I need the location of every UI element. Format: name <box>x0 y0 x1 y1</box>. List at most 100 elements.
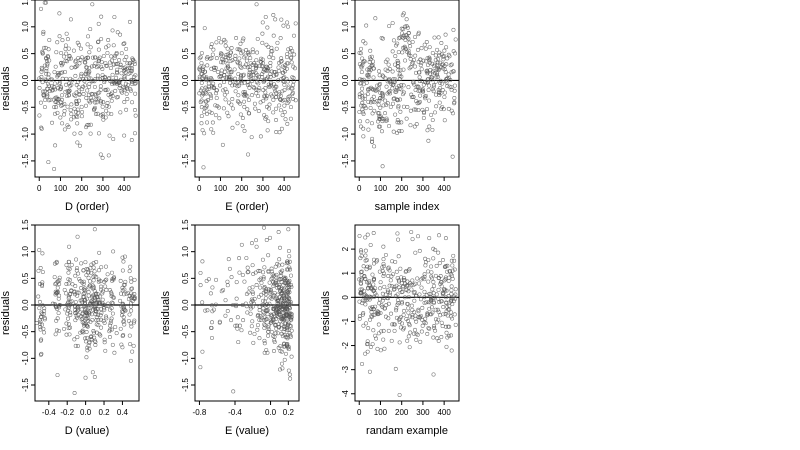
data-point <box>378 96 383 101</box>
data-point <box>110 311 115 316</box>
data-point <box>444 344 449 349</box>
data-point <box>96 57 101 62</box>
data-point <box>396 50 401 55</box>
data-point <box>241 318 246 323</box>
data-point <box>371 231 376 235</box>
data-point <box>41 29 46 34</box>
data-point <box>423 321 428 326</box>
residual-panel: 0 100 200 300 400-1.5-1.0-0.50.00.51.01.5E (… <box>160 0 300 213</box>
data-point <box>92 79 97 84</box>
y-tick-label: -1.5 <box>21 378 30 392</box>
data-point <box>103 61 108 66</box>
data-point <box>219 40 224 45</box>
data-point <box>83 339 88 344</box>
data-point <box>287 265 292 270</box>
data-point <box>249 297 254 302</box>
data-point <box>373 16 378 21</box>
data-point <box>223 97 228 102</box>
data-point <box>425 107 430 112</box>
data-point <box>370 342 375 347</box>
data-point <box>452 100 457 105</box>
data-point <box>264 96 269 101</box>
data-point <box>73 73 78 78</box>
data-point <box>260 31 265 36</box>
data-point <box>69 117 74 122</box>
data-point <box>405 105 410 109</box>
data-point <box>364 296 369 301</box>
data-point <box>274 326 279 331</box>
data-point <box>428 300 433 305</box>
data-point <box>104 103 109 108</box>
data-point <box>432 325 437 330</box>
y-tick-label: 0.5 <box>341 48 350 60</box>
data-point <box>221 106 226 111</box>
data-point <box>112 81 117 86</box>
data-point <box>277 282 282 287</box>
data-point <box>110 301 115 306</box>
data-point <box>425 77 430 82</box>
data-point <box>133 113 138 118</box>
data-point <box>373 333 378 338</box>
data-point <box>287 372 292 377</box>
data-point <box>432 110 437 115</box>
data-point <box>242 104 247 109</box>
data-point <box>112 55 117 60</box>
data-point <box>37 113 42 118</box>
data-point <box>102 307 107 312</box>
data-point <box>358 81 363 86</box>
data-point <box>453 287 458 292</box>
data-point <box>75 107 80 112</box>
data-point <box>230 83 235 88</box>
data-point <box>132 81 137 86</box>
data-point <box>406 31 411 36</box>
data-point <box>280 113 285 118</box>
data-point <box>407 267 412 272</box>
data-point <box>69 262 74 267</box>
data-point <box>241 36 246 41</box>
data-point <box>70 78 75 83</box>
data-point <box>286 84 291 89</box>
data-point <box>90 307 95 312</box>
data-point <box>256 268 261 273</box>
data-point <box>291 82 296 87</box>
data-point <box>206 277 211 282</box>
data-point <box>64 332 69 337</box>
data-point <box>405 35 410 40</box>
data-point <box>399 281 404 286</box>
data-point <box>438 60 443 65</box>
data-point <box>65 123 70 128</box>
data-point <box>78 46 83 51</box>
data-point <box>242 128 247 133</box>
data-point <box>274 130 279 134</box>
data-point <box>129 308 134 313</box>
data-point <box>404 317 409 322</box>
data-point <box>87 50 92 55</box>
data-point <box>100 302 105 307</box>
data-point <box>81 77 86 82</box>
data-point <box>257 269 262 274</box>
data-point <box>252 296 257 301</box>
data-point <box>449 62 454 67</box>
data-point <box>73 310 78 315</box>
data-point <box>367 294 372 299</box>
data-point <box>66 294 71 299</box>
data-point <box>229 77 233 82</box>
data-point <box>235 315 240 320</box>
data-point <box>285 297 290 302</box>
data-point <box>280 262 285 267</box>
data-point <box>96 298 101 303</box>
data-point <box>406 48 411 53</box>
data-point <box>233 57 237 62</box>
data-point <box>59 50 64 55</box>
data-point <box>96 21 101 26</box>
data-point <box>66 316 70 321</box>
data-point <box>426 88 431 92</box>
data-point <box>436 35 441 40</box>
data-point <box>436 317 441 322</box>
data-point <box>252 331 257 336</box>
data-point <box>46 160 51 165</box>
data-point <box>83 76 88 81</box>
data-point <box>234 36 239 40</box>
data-point <box>258 100 263 105</box>
data-point <box>280 89 285 94</box>
